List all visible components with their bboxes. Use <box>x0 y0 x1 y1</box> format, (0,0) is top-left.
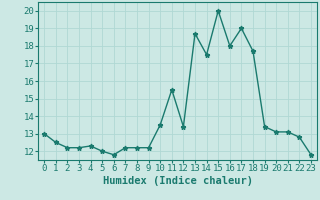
X-axis label: Humidex (Indice chaleur): Humidex (Indice chaleur) <box>103 176 252 186</box>
